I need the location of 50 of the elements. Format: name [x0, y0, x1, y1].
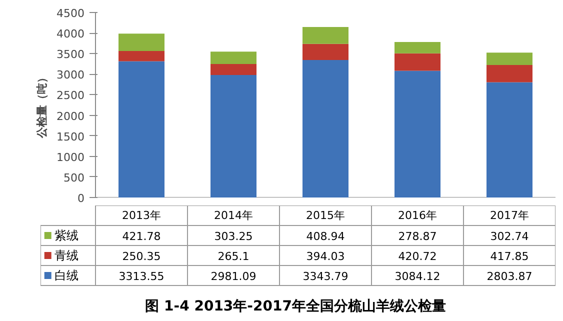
bar — [486, 52, 532, 66]
bar — [394, 70, 440, 198]
y-tick-label: 1000 — [56, 150, 85, 164]
x-tick-label: 2015年 — [306, 209, 346, 222]
bar — [118, 34, 164, 51]
data-label: 417.85 — [490, 250, 529, 263]
data-label: 2981.09 — [210, 270, 256, 283]
bar — [210, 64, 256, 75]
bar — [486, 65, 532, 82]
data-label: 302.74 — [490, 230, 529, 243]
bar — [486, 82, 532, 198]
bar — [118, 61, 164, 198]
y-tick-label: 4500 — [56, 7, 85, 20]
data-label: 303.25 — [214, 230, 253, 243]
data-label: 3084.12 — [394, 270, 440, 283]
data-label: 278.87 — [398, 230, 437, 243]
y-tick-label: 3000 — [56, 68, 85, 82]
data-label: 408.94 — [306, 230, 345, 243]
y-tick-label: 2000 — [56, 110, 85, 123]
bar — [302, 27, 348, 44]
data-label: 3343.79 — [302, 270, 348, 283]
data-label: 421.78 — [122, 230, 161, 243]
y-tick-label: 500 — [64, 171, 85, 184]
y-tick-label: 1500 — [56, 130, 85, 144]
x-tick-label: 2017年 — [490, 209, 530, 222]
bar — [210, 52, 256, 64]
y-tick-label: 0 — [78, 192, 84, 205]
legend-label: 白绒 — [54, 268, 78, 282]
bar — [394, 53, 440, 71]
bar — [302, 60, 348, 198]
data-label: 420.72 — [398, 250, 437, 263]
y-tick-label: 4000 — [56, 28, 85, 41]
data-label: 265.1 — [218, 250, 250, 263]
bar — [210, 74, 256, 198]
bar — [302, 44, 348, 60]
x-tick-label: 2016年 — [398, 209, 438, 222]
y-tick-label: 2500 — [56, 89, 85, 102]
legend-label: 青绒 — [54, 248, 78, 262]
x-tick-label: 2014年 — [214, 209, 254, 222]
data-label: 2803.87 — [486, 270, 532, 283]
bar — [118, 50, 164, 62]
y-tick-label: 3500 — [56, 48, 85, 62]
legend-label: 紫绒 — [54, 228, 78, 242]
data-label: 394.03 — [306, 250, 345, 263]
x-tick-label: 2013年 — [122, 209, 162, 222]
text: 图 1-4 2013年-2017年全国分梳山羊绒公检量 — [145, 298, 446, 314]
data-label: 3313.55 — [118, 270, 164, 283]
bar — [394, 42, 440, 54]
data-label: 250.35 — [122, 250, 161, 263]
y-axis-title: 公检量（吨） — [36, 72, 49, 139]
